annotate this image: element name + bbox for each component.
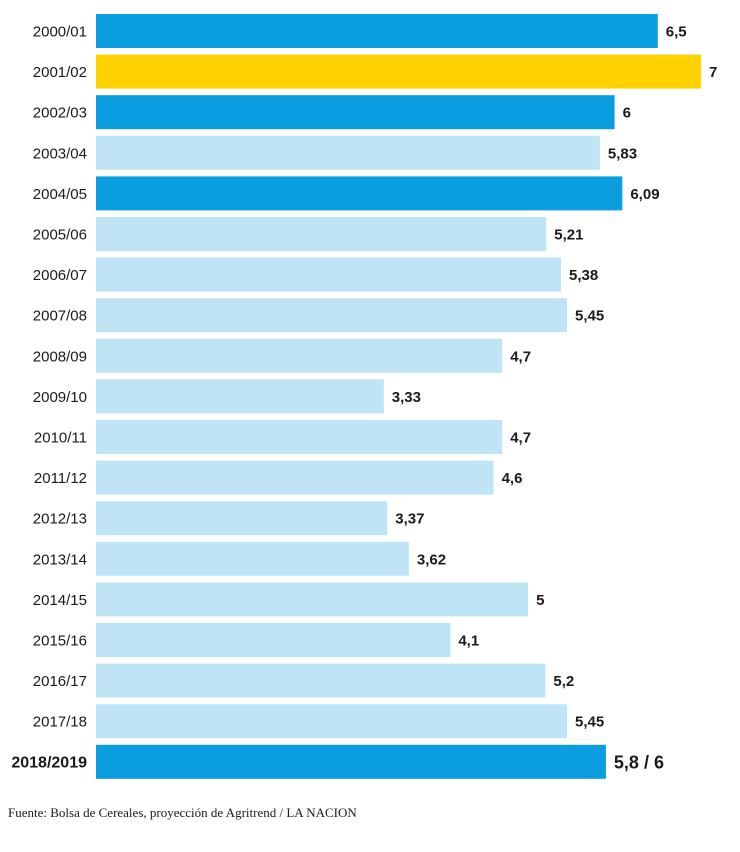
bar: [96, 704, 568, 739]
category-label: 2016/17: [33, 673, 87, 690]
category-label: 2007/08: [33, 308, 87, 325]
bar-chart: 2000/01 6,5 2001/02 7 2002/03 6 2003/04 5,83 200…: [11, 14, 717, 779]
value-label: 6: [623, 105, 631, 122]
bar: [96, 582, 529, 617]
bar: [96, 501, 388, 536]
bar: [96, 663, 546, 698]
category-label: 2000/01: [33, 24, 87, 41]
category-label: 2006/07: [33, 267, 87, 284]
category-label: 2004/05: [33, 186, 87, 203]
value-label: 5,2: [553, 673, 574, 690]
category-label: 2012/13: [33, 511, 87, 528]
category-label: 2013/14: [33, 551, 87, 568]
category-label: 2001/02: [33, 64, 87, 81]
value-label: 6,09: [630, 186, 659, 203]
category-label: 2014/15: [33, 592, 87, 609]
bar: [96, 541, 409, 576]
value-label: 6,5: [666, 24, 687, 41]
source-note: Fuente: Bolsa de Cereales, proyección de…: [8, 805, 357, 820]
value-label: 5,83: [608, 145, 637, 162]
category-label: 2003/04: [33, 145, 87, 162]
bar: [96, 298, 568, 333]
category-label: 2005/06: [33, 227, 87, 244]
bar: [96, 460, 494, 495]
category-label: 2002/03: [33, 105, 87, 122]
bar: [96, 95, 615, 130]
category-label: 2017/18: [33, 714, 87, 731]
bar: [96, 135, 600, 170]
value-label: 3,37: [395, 511, 424, 528]
value-label: 3,62: [417, 551, 446, 568]
bar: [96, 420, 503, 454]
value-label: 4,6: [502, 470, 523, 487]
value-label: 4,7: [510, 348, 531, 365]
bar: [96, 623, 451, 657]
category-label: 2018/2019: [11, 754, 87, 771]
value-label: 4,1: [458, 633, 479, 650]
bar: [96, 379, 384, 414]
value-label: 3,33: [392, 389, 421, 406]
value-label: 5,45: [575, 308, 604, 325]
bar: [96, 54, 701, 89]
bar: [96, 14, 658, 48]
category-label: 2009/10: [33, 389, 87, 406]
value-label: 7: [709, 64, 717, 81]
category-label: 2011/12: [34, 470, 87, 487]
category-label: 2010/11: [34, 430, 87, 447]
bar: [96, 176, 623, 211]
value-label: 5,8 / 6: [614, 752, 664, 772]
value-label: 5,21: [554, 227, 583, 244]
value-label: 4,7: [510, 430, 531, 447]
bar: [96, 338, 503, 373]
category-label: 2015/16: [33, 633, 87, 650]
bar: [96, 217, 547, 251]
category-label: 2008/09: [33, 348, 87, 365]
bar: [96, 257, 561, 292]
value-label: 5,45: [575, 714, 604, 731]
value-label: 5,38: [569, 267, 598, 284]
bar: [96, 744, 606, 779]
value-label: 5: [536, 592, 544, 609]
